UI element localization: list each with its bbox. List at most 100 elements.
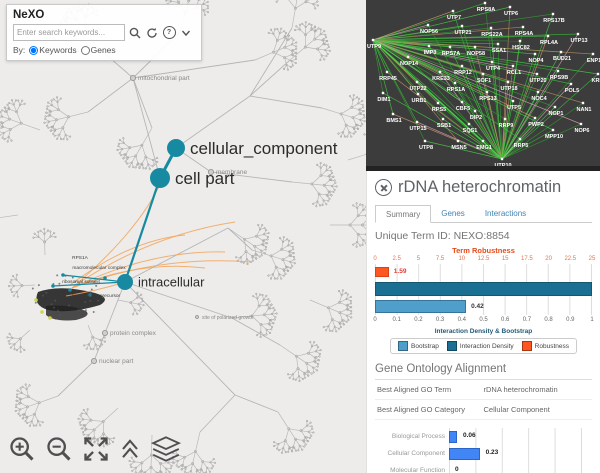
gene-node-label[interactable]: RPL4A	[540, 40, 558, 46]
help-icon[interactable]: ?	[162, 26, 176, 40]
bottom-axis-tick: 0.6	[501, 317, 510, 323]
legend-swatch	[446, 341, 457, 351]
gene-node-label[interactable]: RCL1	[507, 70, 521, 76]
go-term-label[interactable]: protein complex	[110, 330, 157, 337]
app-title: NeXO	[13, 9, 45, 21]
gene-node-label[interactable]: RPS1A	[447, 87, 465, 93]
node-label-cell-part[interactable]: cell part	[175, 169, 235, 188]
ontology-canvas[interactable]: mitochondrial part membrane protein comple…	[0, 0, 366, 473]
close-icon[interactable]	[375, 179, 392, 196]
gene-node-label[interactable]: RRP12	[454, 70, 472, 76]
cluster-term-label[interactable]: RPS1A	[72, 255, 89, 261]
gene-node-label[interactable]: RRP5	[514, 143, 529, 149]
radio-keywords-input[interactable]	[29, 45, 39, 55]
cluster-term-label[interactable]: preribosome precursor	[72, 293, 121, 299]
gene-node-label[interactable]: UTP4	[486, 66, 501, 72]
fit-view-icon[interactable]	[82, 435, 110, 463]
top-axis-tick: 12.5	[477, 256, 490, 262]
gene-node-label[interactable]: NOC4	[531, 96, 547, 102]
gene-node-label[interactable]: RPS13	[479, 96, 496, 102]
gene-node-label[interactable]: RPS22A	[481, 32, 502, 38]
gene-node-label[interactable]: EMG1	[476, 145, 492, 151]
radio-keywords[interactable]: Keywords	[29, 45, 77, 55]
radio-genes-input[interactable]	[80, 45, 90, 55]
radio-genes[interactable]: Genes	[80, 45, 116, 55]
gene-node-label[interactable]: MPP10	[545, 134, 563, 140]
gene-node-label[interactable]: DIP2	[470, 115, 482, 121]
node-cellular-component[interactable]	[167, 139, 185, 157]
tab-summary[interactable]: Summary	[375, 205, 432, 223]
search-icon[interactable]	[128, 26, 142, 40]
gene-node-label[interactable]: KRE33	[432, 76, 450, 82]
gene-node-label[interactable]: KRR1	[592, 78, 600, 84]
collapse-icon[interactable]	[119, 435, 141, 463]
gene-node-label[interactable]: RPS7A	[442, 51, 460, 57]
chevron-down-icon[interactable]	[179, 26, 193, 40]
go-term-label[interactable]: nuclear part	[99, 358, 134, 365]
gene-node-label[interactable]: ENP1	[587, 58, 600, 64]
node-label-intracellular[interactable]: intracellular	[138, 275, 205, 290]
gene-node-label[interactable]: UTP9	[367, 44, 381, 50]
gene-node-label[interactable]: PWP2	[528, 122, 544, 128]
gene-node-label[interactable]: SSA1	[492, 48, 506, 54]
tab-interactions[interactable]: Interactions	[484, 209, 527, 218]
search-input[interactable]	[13, 24, 125, 41]
gene-node-label[interactable]: NOP6	[575, 128, 590, 134]
node-cell-part[interactable]	[150, 168, 170, 188]
gene-node-label[interactable]: HSC82	[512, 45, 530, 51]
refresh-icon[interactable]	[145, 26, 159, 40]
gene-node-label[interactable]: UTP22	[409, 86, 426, 92]
gene-node-label[interactable]: SOF1	[477, 78, 491, 84]
gene-node-label[interactable]: BUD21	[553, 56, 571, 62]
gene-node-label[interactable]: RPS17B	[543, 18, 564, 24]
cluster-term-label[interactable]: ribosomal subunit	[62, 279, 100, 285]
gene-node-label[interactable]: UTP5	[507, 105, 521, 111]
gene-node-label[interactable]: RPS4A	[515, 31, 533, 37]
go-term-label[interactable]: mitochondrial part	[138, 75, 190, 82]
zoom-in-icon[interactable]	[8, 435, 36, 463]
gene-node-label[interactable]: NOP4	[529, 58, 545, 64]
gene-node-label[interactable]: NOP14	[400, 61, 419, 67]
cluster-term-label[interactable]: macromolecular complex	[72, 265, 126, 271]
gene-node-label[interactable]: UTP20	[529, 78, 546, 84]
layers-icon[interactable]	[150, 435, 182, 463]
detail-tabs: Summary Genes Interactions	[375, 204, 592, 223]
gene-node-label[interactable]: UTP6	[504, 11, 518, 17]
go-alignment-row: Best Aligned GO Term rDNA heterochromatin	[375, 380, 592, 400]
gene-interaction-panel[interactable]: UTP9 RPS8A UTP6 RPS17B UTP7 NOP56 UTP21 RPS22A R…	[366, 0, 600, 171]
go-term-label[interactable]: membrane	[216, 169, 247, 176]
gene-node-label[interactable]: DIM1	[377, 97, 390, 103]
node-intracellular[interactable]	[117, 274, 133, 290]
gene-node-label[interactable]: CBF5	[456, 106, 470, 112]
gene-node-label[interactable]: URB1	[412, 98, 427, 104]
gene-node-label[interactable]: UTP7	[447, 15, 461, 21]
gene-node-label[interactable]: UTP21	[454, 30, 471, 36]
gene-node-label[interactable]: UTP18	[500, 86, 517, 92]
gene-node-label[interactable]: RRP45	[379, 76, 397, 82]
gene-node-label[interactable]: NOP58	[467, 51, 485, 57]
gene-node-label[interactable]: UTP13	[570, 38, 587, 44]
gene-node-label[interactable]: NOP56	[420, 29, 438, 35]
gene-node-label[interactable]: RRP9	[499, 123, 514, 129]
gene-panel-scrollbar[interactable]	[366, 166, 600, 171]
gene-node-label[interactable]: BMS1	[386, 118, 401, 124]
unique-term-id: Unique Term ID: NEXO:8854	[375, 230, 510, 242]
gene-node-label[interactable]: UTP15	[409, 126, 426, 132]
gene-node-label[interactable]: SSB1	[437, 123, 451, 129]
go-term-label[interactable]: site of polarized growth	[202, 315, 254, 321]
node-label-cellular-component[interactable]: cellular_component	[190, 139, 338, 158]
tab-genes[interactable]: Genes	[441, 209, 465, 218]
gene-node-label[interactable]: POL5	[565, 88, 579, 94]
gene-node-label[interactable]: RPS8A	[477, 7, 495, 13]
gene-node-label[interactable]: RPS5	[432, 107, 446, 113]
gene-node-label[interactable]: RPS9B	[550, 75, 568, 81]
gene-node-label[interactable]: MSN5	[451, 145, 466, 151]
gene-node-label[interactable]: SQS1	[463, 128, 478, 134]
gene-node-label[interactable]: UTP8	[419, 145, 433, 151]
go-alignment-row: Best Aligned GO Category Cellular Compone…	[375, 400, 592, 420]
ontology-network-svg: mitochondrial part membrane protein comple…	[0, 0, 366, 473]
gene-node-label[interactable]: IMP3	[424, 50, 437, 56]
zoom-out-icon[interactable]	[45, 435, 73, 463]
gene-node-label[interactable]: NOP1	[549, 111, 564, 117]
gene-node-label[interactable]: NAN1	[577, 107, 592, 113]
